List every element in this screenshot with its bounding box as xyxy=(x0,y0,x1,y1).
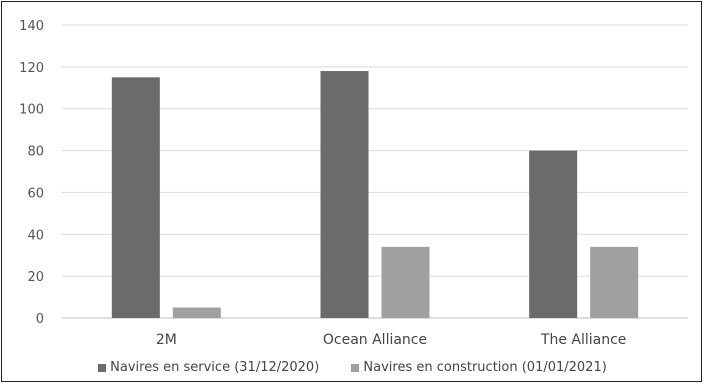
y-tick-label-140: 140 xyxy=(19,19,44,34)
legend-item-service: Navires en service (31/12/2020) xyxy=(98,360,319,375)
y-tick-label-40: 40 xyxy=(27,228,44,243)
legend-label-service: Navires en service (31/12/2020) xyxy=(110,360,320,375)
bar-0-1 xyxy=(172,307,221,318)
bar-1-0 xyxy=(320,71,369,319)
x-tick-label-2: The Alliance xyxy=(540,332,627,348)
y-tick-label-80: 80 xyxy=(27,145,44,160)
bar-2-1 xyxy=(590,246,639,318)
legend-item-construction: Navires en construction (01/01/2021) xyxy=(351,360,607,375)
x-axis-labels: 2M Ocean Alliance The Alliance xyxy=(156,332,627,348)
bar-1-1 xyxy=(381,246,430,318)
bar-0-0 xyxy=(111,77,160,318)
legend-label-construction: Navires en construction (01/01/2021) xyxy=(363,360,607,375)
bar-2-0 xyxy=(529,150,578,318)
legend-swatch-service xyxy=(98,363,107,372)
y-tick-label-0: 0 xyxy=(36,312,44,327)
legend-swatch-construction xyxy=(351,363,360,372)
legend: Navires en service (31/12/2020) Navires … xyxy=(0,360,705,376)
x-tick-label-0: 2M xyxy=(156,332,177,348)
y-tick-label-120: 120 xyxy=(19,61,44,76)
y-tick-label-100: 100 xyxy=(19,103,44,118)
y-axis-ticks: 0 20 40 60 80 100 120 140 xyxy=(19,19,44,327)
bars xyxy=(111,71,639,319)
x-tick-label-1: Ocean Alliance xyxy=(323,332,427,348)
y-tick-label-60: 60 xyxy=(27,186,44,201)
y-tick-label-20: 20 xyxy=(27,270,44,285)
gridlines xyxy=(62,24,688,319)
